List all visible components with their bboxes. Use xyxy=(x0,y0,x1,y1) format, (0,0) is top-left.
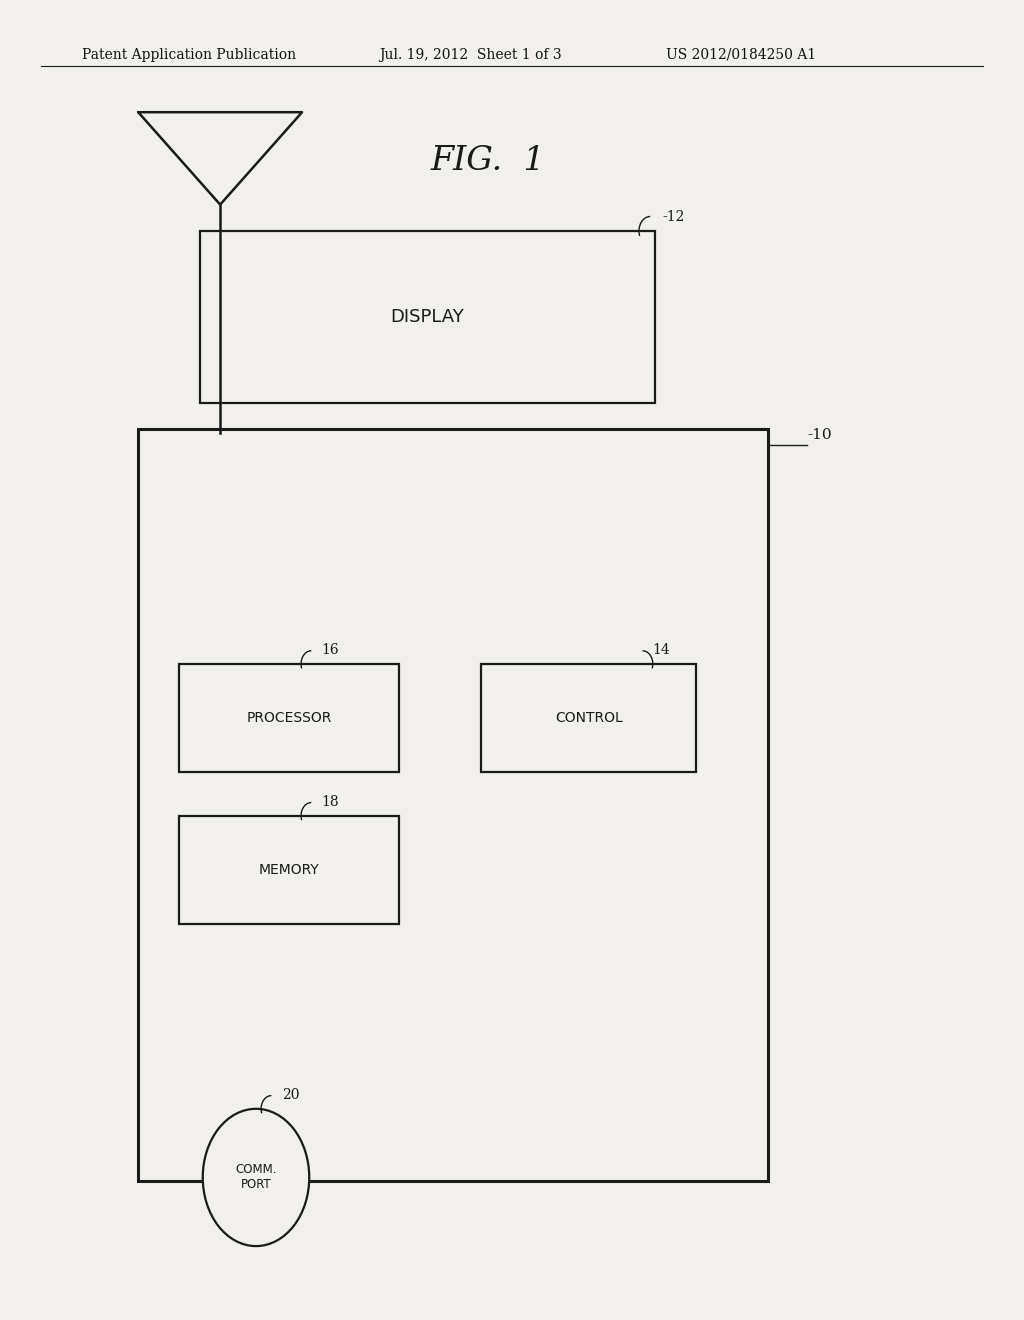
Text: FIG.  1: FIG. 1 xyxy=(430,145,545,177)
Text: US 2012/0184250 A1: US 2012/0184250 A1 xyxy=(666,48,816,62)
Bar xyxy=(481,664,696,772)
Text: CONTROL: CONTROL xyxy=(555,711,623,725)
Bar xyxy=(179,664,399,772)
Circle shape xyxy=(203,1109,309,1246)
Text: DISPLAY: DISPLAY xyxy=(390,308,465,326)
Text: Jul. 19, 2012  Sheet 1 of 3: Jul. 19, 2012 Sheet 1 of 3 xyxy=(379,48,561,62)
Bar xyxy=(138,429,768,1181)
Bar xyxy=(200,231,655,403)
Text: COMM.
PORT: COMM. PORT xyxy=(236,1163,276,1192)
Text: -10: -10 xyxy=(807,428,831,442)
Text: 16: 16 xyxy=(322,643,339,657)
Text: MEMORY: MEMORY xyxy=(259,863,319,876)
Bar xyxy=(179,816,399,924)
Text: Patent Application Publication: Patent Application Publication xyxy=(82,48,296,62)
Text: 20: 20 xyxy=(282,1088,299,1102)
Text: 18: 18 xyxy=(322,795,339,809)
Text: PROCESSOR: PROCESSOR xyxy=(247,711,332,725)
Text: 14: 14 xyxy=(653,643,671,657)
Text: -12: -12 xyxy=(663,210,685,224)
